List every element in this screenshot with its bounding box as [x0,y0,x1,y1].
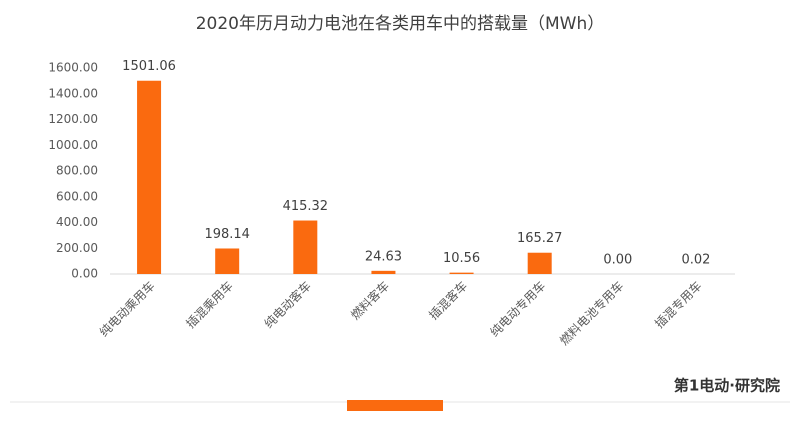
legend-swatch [347,400,443,411]
bar [137,80,162,274]
value-label: 24.63 [365,249,402,264]
bar [293,220,318,274]
value-label: 165.27 [517,231,563,246]
bar [449,272,474,274]
y-tick-label: 400.00 [56,215,98,229]
x-tick-label: 插混乘用车 [183,278,236,331]
y-tick-label: 200.00 [56,241,98,255]
watermark: 第1电动·研究院 [674,377,780,395]
chart-title: 2020年历月动力电池在各类用车中的搭载量（MWh） [196,14,605,34]
bar [527,252,552,274]
x-tick-label: 纯电动专用车 [487,278,549,340]
y-tick-label: 1000.00 [48,138,98,152]
value-label: 0.02 [681,252,710,267]
x-tick-label: 纯电动乘用车 [96,278,158,340]
bar [371,270,396,274]
x-tick-label: 插混专用车 [651,278,704,331]
y-tick-label: 0.00 [71,267,98,281]
bar [215,248,240,274]
y-tick-label: 800.00 [56,164,98,178]
value-label: 0.00 [603,253,632,268]
value-label: 1501.06 [122,59,176,74]
value-label: 198.14 [204,227,250,242]
y-tick-label: 1200.00 [48,112,98,126]
x-tick-label: 插混客车 [426,278,471,323]
x-tick-label: 燃料电池专用车 [556,278,626,348]
value-label: 10.56 [443,251,480,266]
x-tick-label: 纯电动客车 [261,278,314,331]
y-tick-label: 1400.00 [48,86,98,100]
y-tick-label: 1600.00 [48,61,98,75]
y-tick-label: 600.00 [56,189,98,203]
value-label: 415.32 [283,199,329,214]
x-tick-label: 燃料客车 [347,278,392,323]
